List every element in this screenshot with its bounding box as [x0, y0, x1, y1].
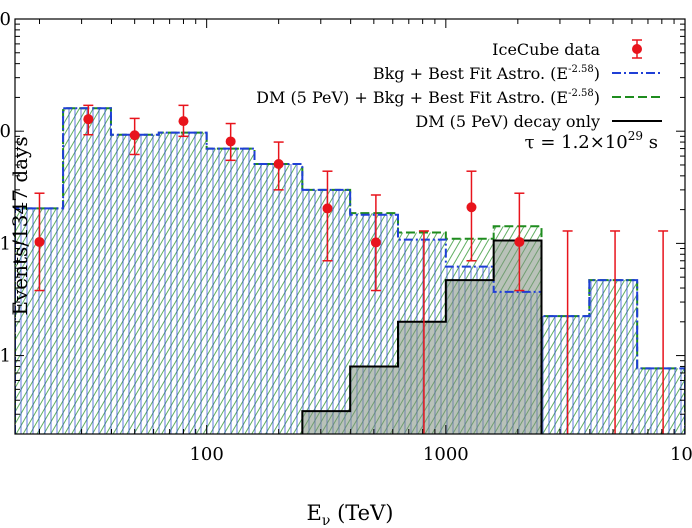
data-point — [225, 136, 236, 147]
x-tick-label: 1000 — [423, 444, 469, 465]
tau-annotation: τ = 1.2×1029 s — [525, 129, 658, 153]
y-tick-label: 10 — [0, 121, 11, 142]
plot-frame — [14, 18, 686, 435]
y-tick-label: 100 — [0, 9, 11, 30]
histogram-steps — [15, 107, 685, 434]
data-point — [273, 159, 284, 170]
step-bkg-astro — [15, 107, 685, 434]
data-point — [514, 236, 525, 247]
data-point — [322, 203, 333, 214]
dm-bin-fill — [302, 411, 351, 434]
dm-bin-fill — [445, 280, 494, 434]
data-point — [129, 130, 140, 141]
histogram-fills — [15, 108, 685, 434]
step-dm-only — [301, 239, 543, 434]
y-tick-label: 1 — [0, 233, 11, 254]
hatch-bin — [206, 148, 255, 434]
x-tick-label: 100 — [189, 444, 223, 465]
hatch-bin — [63, 108, 111, 434]
axes: 100 1000 10⁴ 0.1 1 10 100 — [0, 9, 692, 465]
x-axis-label: Eν (TeV) — [307, 501, 394, 528]
dm-bin-fill — [493, 240, 542, 434]
hatch-bin — [158, 132, 207, 434]
hatch-bin — [110, 134, 159, 434]
data-point — [83, 114, 94, 125]
legend-label: Bkg + Best Fit Astro. (E-2.58) — [373, 64, 600, 83]
legend-marker — [632, 44, 642, 54]
hatch-bin — [541, 316, 590, 434]
x-tick-label: 10⁴ — [670, 444, 692, 465]
dm-bin-fill — [398, 321, 446, 434]
data-point — [466, 202, 477, 213]
data-point — [34, 236, 45, 247]
hatch-bin — [254, 164, 303, 434]
data-points — [34, 104, 669, 434]
dm-bin-fill — [350, 366, 399, 434]
legend: IceCube data Bkg + Best Fit Astro. (E-2.5… — [256, 39, 662, 131]
data-point — [370, 237, 381, 248]
legend-label: DM (5 PeV) + Bkg + Best Fit Astro. (E-2.… — [256, 88, 600, 107]
data-point — [178, 116, 189, 127]
hatch-bin — [589, 280, 638, 434]
hatch-bin — [637, 368, 685, 434]
hatch-bin — [302, 189, 351, 434]
legend-label: DM (5 PeV) decay only — [415, 112, 600, 131]
y-axis-label: Events/1347 days — [8, 136, 32, 315]
y-tick-label: 0.1 — [0, 346, 11, 367]
legend-label: IceCube data — [492, 40, 600, 59]
